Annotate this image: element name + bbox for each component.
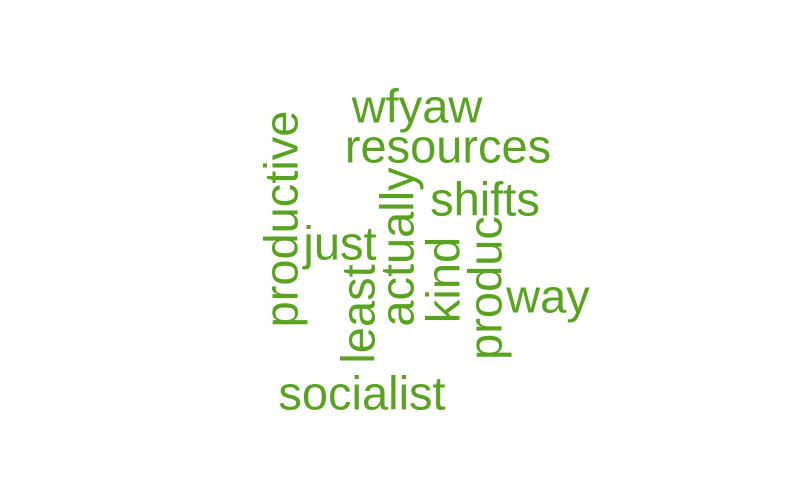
word-kind: kind xyxy=(416,236,470,324)
word-least: least xyxy=(331,264,385,364)
word-resources: resources xyxy=(344,119,552,173)
word-just: just xyxy=(303,216,377,270)
word-wfyaw: wfyaw xyxy=(351,79,483,133)
word-way: way xyxy=(506,269,590,323)
word-productive: productive xyxy=(254,110,308,328)
word-shifts: shifts xyxy=(430,172,540,226)
word-socialist: socialist xyxy=(278,366,446,420)
